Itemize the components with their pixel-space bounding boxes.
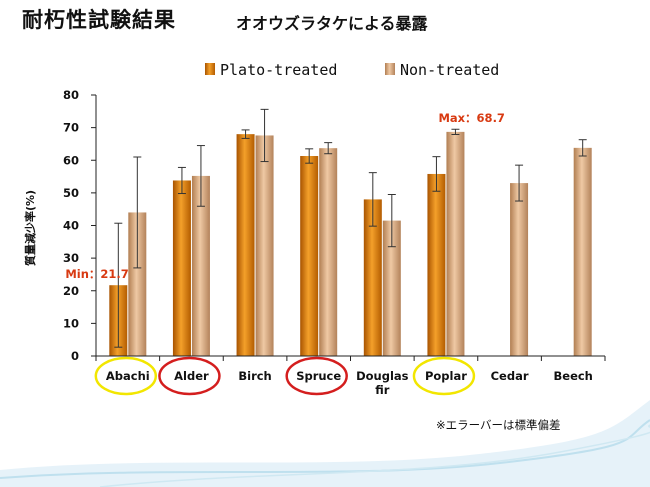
y-tick-label: 30: [63, 251, 79, 265]
bar-plato-treated-douglas-fir: [363, 199, 382, 356]
annotations: Min：21.7 Max：68.7: [65, 111, 505, 281]
category-highlights: [94, 356, 476, 396]
y-tick-label: 10: [63, 316, 79, 330]
x-tick-label-alder: Alder: [174, 369, 209, 383]
legend-label-plato-treated: Plato-treated: [220, 61, 337, 79]
bar-plato-treated-alder: [172, 180, 191, 356]
bar-non-treated-douglas-fir: [382, 220, 401, 356]
x-tick-label-poplar: Poplar: [425, 369, 467, 383]
legend-label-non-treated: Non-treated: [400, 61, 499, 79]
highlight-circle-alder: [158, 356, 221, 396]
slide-subtitle: オオウズラタケによる暴露: [236, 14, 428, 33]
bar-non-treated-alder: [191, 175, 210, 356]
bar-plato-treated-poplar: [427, 173, 446, 356]
annotation-min: Min：21.7: [65, 267, 128, 281]
x-axis: Abachi Alder Birch Spruce Douglas fir Poplar Ce…: [95, 355, 606, 397]
highlight-circle-abachi: [94, 356, 158, 396]
legend-swatch-plato-treated: [205, 63, 215, 75]
bar-non-treated-spruce: [319, 148, 338, 356]
x-tick-label-beech: Beech: [554, 369, 593, 383]
bars: [109, 131, 592, 356]
x-tick-label-douglas-fir: Douglas fir: [356, 369, 409, 397]
y-tick-label: 60: [63, 153, 79, 167]
x-tick-label-cedar: Cedar: [491, 369, 529, 383]
bar-plato-treated-spruce: [300, 156, 319, 356]
highlight-circle-poplar: [412, 356, 476, 396]
footnote: ※エラーバーは標準偏差: [436, 418, 561, 432]
y-axis: 0 10 20 30 40 50 60 70 80: [63, 88, 97, 363]
y-tick-label: 20: [63, 284, 79, 298]
y-axis-title: 質量減少率(%): [23, 190, 37, 266]
y-tick-label: 0: [71, 349, 79, 363]
y-tick-label: 40: [63, 219, 79, 233]
bar-non-treated-poplar: [446, 131, 465, 356]
error-bars: [114, 108, 587, 348]
bar-non-treated-beech: [573, 147, 592, 356]
slide-title: 耐朽性試験結果: [22, 8, 176, 32]
highlight-circle-spruce: [285, 356, 348, 396]
y-tick-label: 50: [63, 186, 79, 200]
x-tick-label-spruce: Spruce: [296, 369, 341, 383]
bar-plato-treated-birch: [236, 134, 255, 356]
y-tick-label: 80: [63, 88, 79, 102]
bar-non-treated-cedar: [510, 183, 529, 356]
y-tick-label: 70: [63, 121, 79, 135]
x-tick-label-abachi: Abachi: [106, 369, 150, 383]
annotation-max: Max：68.7: [438, 111, 505, 125]
bar-non-treated-abachi: [128, 212, 147, 356]
legend: Plato-treated Non-treated: [205, 61, 499, 79]
x-tick-label-birch: Birch: [238, 369, 271, 383]
bar-non-treated-birch: [255, 135, 274, 356]
legend-swatch-non-treated: [385, 63, 395, 75]
